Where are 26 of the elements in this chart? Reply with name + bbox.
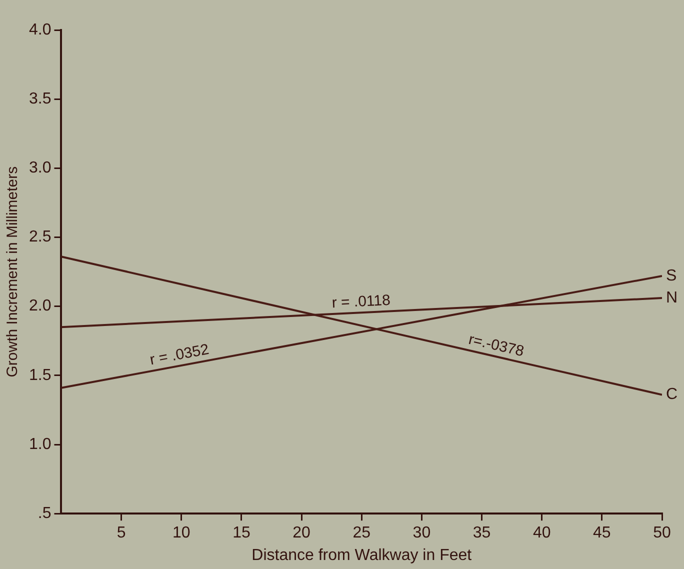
annotation: r = .0118 xyxy=(331,292,391,312)
x-axis-title: Distance from Walkway in Feet xyxy=(252,546,472,564)
x-tick-label: 25 xyxy=(352,524,371,542)
x-tick-label: 30 xyxy=(412,524,431,542)
x-tick-label: 45 xyxy=(593,524,611,542)
series-label: C xyxy=(666,386,678,404)
y-axis-title: Growth Increment in Millimeters xyxy=(4,166,22,378)
x-tick-label: 10 xyxy=(172,524,190,542)
series-label: S xyxy=(666,267,677,284)
x-tick-label: 20 xyxy=(292,524,311,542)
y-tick-label: 1.5 xyxy=(28,366,52,384)
y-tick-label: 1.0 xyxy=(28,436,52,453)
x-tick-label: 35 xyxy=(472,524,491,542)
y-tick-label: 2.5 xyxy=(28,228,52,246)
annotation: r = .0352 xyxy=(148,340,210,369)
y-tick-label: .5 xyxy=(38,505,52,522)
annotation: r=.-0378 xyxy=(466,330,526,360)
y-tick-label: 3.0 xyxy=(28,160,52,177)
y-tick-label: 3.5 xyxy=(28,90,52,108)
x-tick-label: 50 xyxy=(653,524,671,542)
series-label: N xyxy=(666,289,678,306)
x-tick-label: 15 xyxy=(232,524,250,542)
x-tick-label: 40 xyxy=(532,524,551,542)
y-tick-label: 2.0 xyxy=(28,298,52,315)
x-tick-label: 5 xyxy=(116,524,126,542)
y-tick-label: 4.0 xyxy=(28,21,52,38)
